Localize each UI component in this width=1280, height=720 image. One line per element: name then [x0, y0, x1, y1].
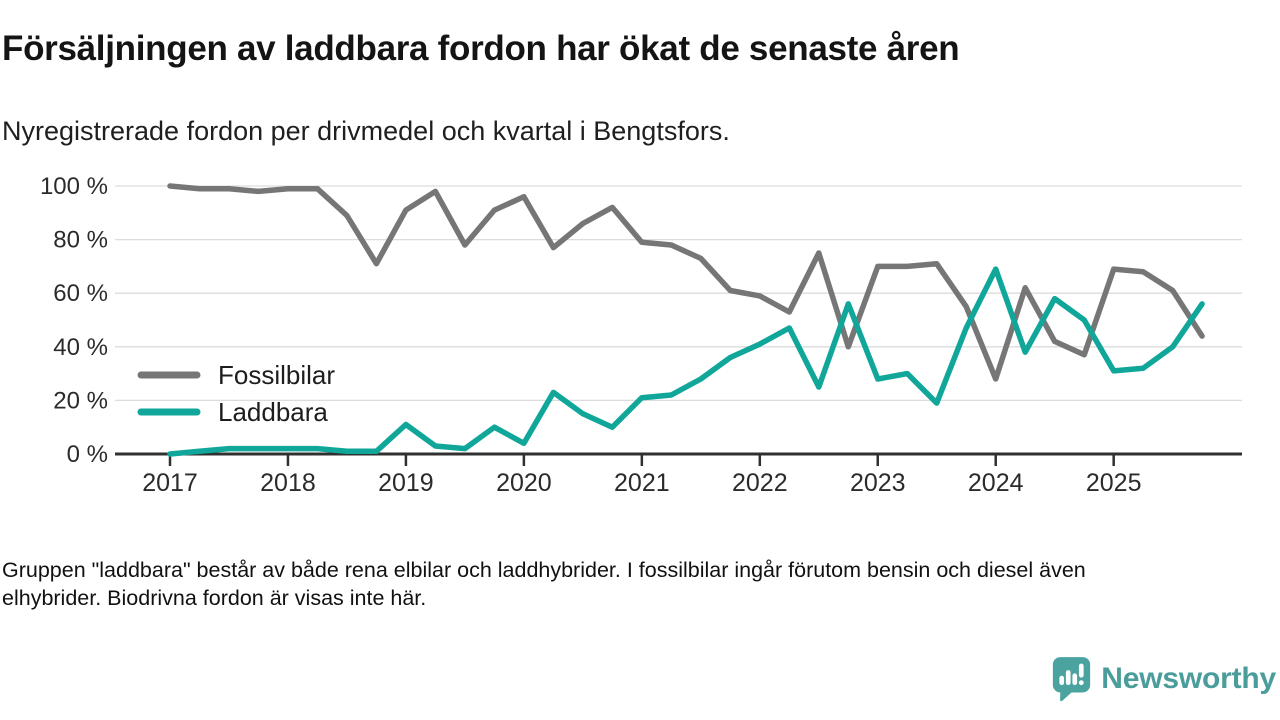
footnote-line: elhybrider. Biodrivna fordon är visas in… — [2, 586, 427, 610]
footnote-line: Gruppen "laddbara" består av både rena e… — [2, 558, 1086, 582]
x-tick-label: 2023 — [850, 469, 906, 497]
x-tick-label: 2017 — [142, 469, 198, 497]
newsworthy-logo: Newsworthy — [1051, 655, 1276, 702]
series-line-laddbara — [167, 266, 1205, 457]
series-line-fossilbilar — [167, 183, 1205, 382]
newsworthy-icon — [1053, 657, 1091, 702]
y-tick-label: 20 % — [53, 387, 108, 414]
x-tick-label: 2025 — [1086, 469, 1142, 497]
x-tick-label: 2022 — [732, 469, 788, 497]
y-tick-label: 0 % — [67, 441, 108, 468]
bar-small — [1059, 675, 1065, 686]
x-tick-label: 2018 — [260, 469, 316, 497]
bar-medium — [1072, 673, 1078, 686]
bar-tall — [1066, 670, 1071, 686]
chart-plot-area: 0 % 20 % 40 % 60 % 80 % 100 % 2017 2018 2019 2020… — [40, 173, 1242, 497]
speech-bubble-shape — [1053, 657, 1091, 702]
y-tick-label: 60 % — [53, 280, 108, 307]
y-tick-label: 40 % — [53, 334, 108, 361]
legend-label: Laddbara — [218, 397, 328, 427]
x-tick-label: 2020 — [496, 469, 552, 497]
line-chart: 0 % 20 % 40 % 60 % 80 % 100 % 2017 2018 2019 2020… — [0, 170, 1280, 500]
brand-name: Newsworthy — [1101, 661, 1276, 695]
footnote: Gruppen "laddbara" består av både rena e… — [2, 556, 1232, 612]
legend-label: Fossilbilar — [218, 360, 335, 390]
y-tick-label: 80 % — [53, 227, 108, 254]
chart-subtitle: Nyregistrerade fordon per drivmedel och … — [2, 116, 730, 146]
exclamation-dot — [1079, 680, 1084, 686]
y-tick-label: 100 % — [40, 173, 108, 200]
x-tick-label: 2019 — [378, 469, 434, 497]
x-tick-label: 2024 — [968, 469, 1024, 497]
page-title: Försäljningen av laddbara fordon har öka… — [2, 29, 960, 68]
exclamation-bar — [1079, 663, 1084, 678]
x-tick-label: 2021 — [614, 469, 670, 497]
